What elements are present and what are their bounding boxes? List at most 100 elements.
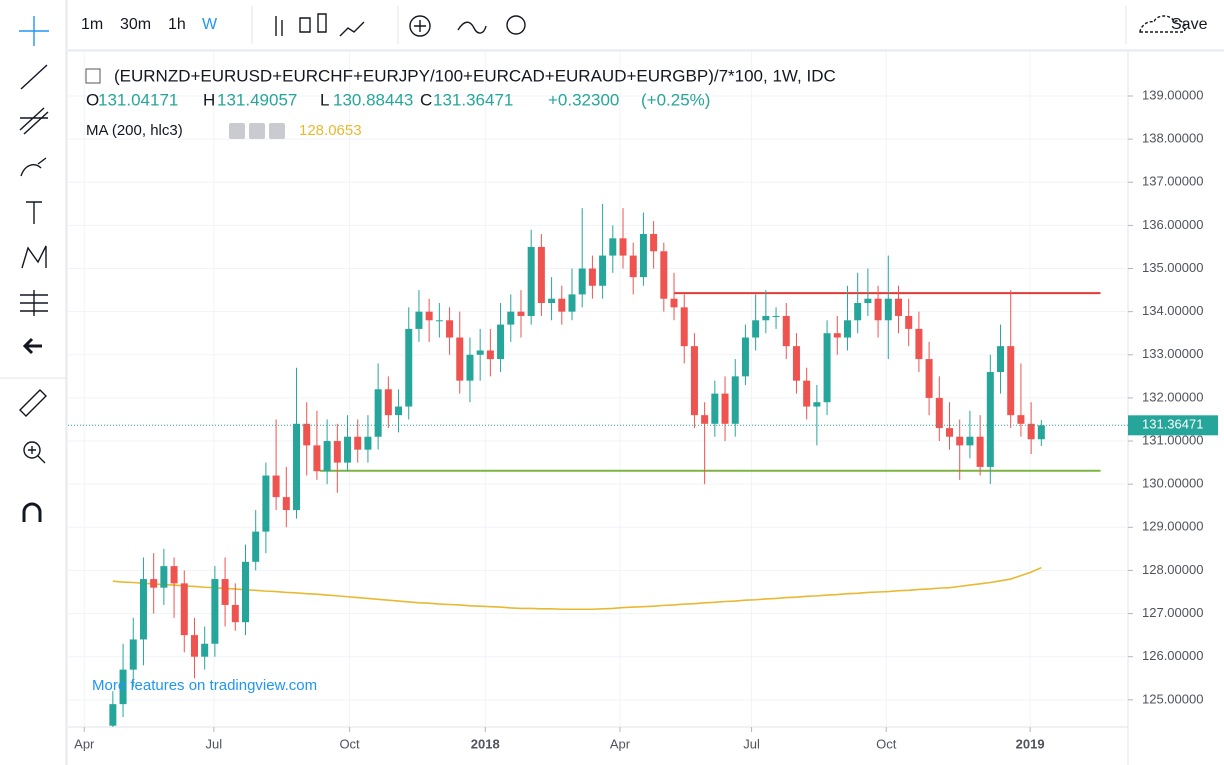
- interval-button[interactable]: 30m: [120, 16, 151, 33]
- measure-tool[interactable]: [20, 290, 48, 316]
- candle-body: [721, 393, 729, 424]
- candle-body: [711, 393, 719, 424]
- candle-body: [282, 497, 290, 511]
- candle-body: [925, 359, 933, 398]
- x-tick-label: 2019: [1016, 736, 1045, 751]
- trend-line-tool[interactable]: [20, 64, 48, 90]
- candle-body: [517, 311, 525, 316]
- alert-button[interactable]: [506, 15, 526, 35]
- candle-body: [109, 704, 117, 726]
- candle-body: [313, 445, 321, 472]
- interval-button[interactable]: 1m: [81, 16, 103, 33]
- x-tick-label: Oct: [339, 736, 360, 751]
- candle-body: [333, 441, 341, 463]
- candle-body: [884, 298, 892, 321]
- indicator-control: [229, 123, 245, 139]
- chart-panel: [68, 52, 1224, 765]
- y-tick-label: 133.00000: [1142, 346, 1203, 361]
- ohlc-legend: O: [86, 90, 99, 109]
- text-tool[interactable]: [26, 201, 42, 224]
- candle-body: [915, 328, 923, 360]
- candle-body: [864, 298, 872, 304]
- interval-button[interactable]: W: [202, 16, 218, 33]
- brush-tool[interactable]: [20, 157, 47, 177]
- candle-body: [997, 346, 1005, 373]
- ohlc-legend: (+0.25%): [641, 90, 710, 109]
- y-tick-label: 129.00000: [1142, 519, 1203, 534]
- candle-body: [854, 303, 862, 321]
- candle-body: [650, 234, 658, 252]
- back-arrow[interactable]: [22, 337, 42, 355]
- candle-body: [905, 315, 913, 329]
- candle-body: [1037, 425, 1045, 440]
- area-style[interactable]: [339, 21, 365, 37]
- indicators-button[interactable]: [409, 15, 431, 37]
- candle-body: [680, 307, 688, 347]
- candle-body: [231, 604, 239, 623]
- candle-body: [486, 350, 494, 360]
- x-tick-label: Apr: [610, 736, 631, 751]
- candle-body: [548, 298, 556, 304]
- symbol-title: (EURNZD+EURUSD+EURCHF+EURJPY/100+EURCAD+…: [114, 66, 836, 85]
- candle-body: [629, 255, 637, 278]
- candle-body: [293, 423, 301, 511]
- y-tick-label: 131.00000: [1142, 432, 1203, 447]
- save-button[interactable]: Save: [1171, 16, 1208, 33]
- y-tick-label: 127.00000: [1142, 605, 1203, 620]
- candle-body: [966, 436, 974, 446]
- candle-body: [190, 635, 198, 657]
- candle-body: [139, 579, 147, 640]
- compare-button[interactable]: [457, 21, 487, 34]
- candle-body: [588, 268, 596, 286]
- interval-button[interactable]: 1h: [168, 16, 186, 33]
- candle-body: [894, 298, 902, 316]
- candle-body: [731, 376, 739, 424]
- ohlc-legend: 131.36471: [433, 90, 513, 109]
- candle-body: [272, 475, 280, 498]
- candle-body: [476, 350, 484, 355]
- y-tick-label: 136.00000: [1142, 217, 1203, 232]
- pitchfork-tool[interactable]: [19, 107, 49, 135]
- chart-style-icons[interactable]: [275, 13, 327, 36]
- candle-body: [415, 311, 423, 329]
- last-price-box: [1128, 415, 1218, 436]
- candle-body: [639, 234, 647, 278]
- candle-body: [843, 320, 851, 338]
- candle-body: [395, 406, 403, 416]
- save-cloud[interactable]: [1139, 15, 1186, 33]
- crosshair-tool[interactable]: [19, 16, 49, 46]
- candle-body: [956, 436, 964, 446]
- indicator-control: [249, 123, 265, 139]
- y-tick-label: 126.00000: [1142, 648, 1203, 663]
- candle-body: [170, 566, 178, 584]
- candle-body: [241, 561, 249, 623]
- candle-body: [599, 255, 607, 286]
- candle-body: [946, 428, 954, 437]
- candle-body: [701, 415, 709, 424]
- candle-body: [772, 315, 780, 317]
- ohlc-legend: L: [320, 90, 329, 109]
- zoom-tool[interactable]: [23, 441, 41, 459]
- candle-body: [670, 298, 678, 308]
- candle-body: [221, 579, 229, 605]
- pattern-tool[interactable]: [21, 245, 47, 269]
- moving-average: [112, 566, 1042, 611]
- candle-body: [160, 566, 168, 588]
- left-toolbar: [0, 0, 66, 765]
- top-toolbar: [68, 0, 1224, 50]
- toolbar-icons: [19, 13, 1186, 522]
- ruler-tool[interactable]: [19, 389, 47, 417]
- candle-body: [1007, 346, 1015, 416]
- last-price-label: 131.36471: [1142, 417, 1203, 432]
- candle-body: [690, 346, 698, 416]
- candle-body: [803, 380, 811, 407]
- candle-body: [323, 441, 331, 472]
- candle-body: [792, 346, 800, 381]
- plot-area: [68, 52, 1128, 727]
- y-tick-label: 137.00000: [1142, 174, 1203, 189]
- zoom-tool-glyph: [28, 446, 46, 464]
- ohlc-legend: 131.04171: [98, 90, 178, 109]
- magnet-tool[interactable]: [22, 502, 42, 522]
